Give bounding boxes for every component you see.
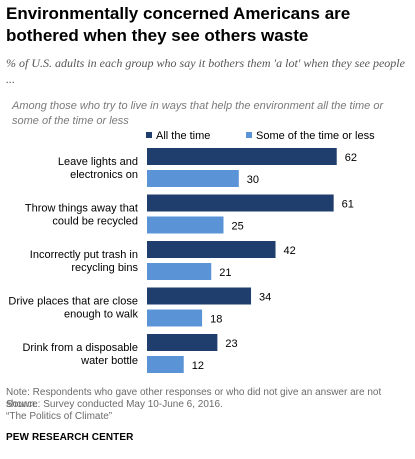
data-label: 21 [219,267,231,279]
data-label: 25 [232,221,244,233]
category-label: recycling bins [71,262,138,274]
bar-all-the-time [147,241,276,258]
category-label: Drink from a disposable [22,342,138,354]
bar-all-the-time [147,148,337,165]
footnote-note: Note: Respondents who gave other respons… [6,387,382,410]
data-label: 23 [225,338,237,350]
category-label: electronics on [70,169,138,181]
category-label: enough to walk [64,309,138,321]
data-label: 12 [192,360,204,372]
legend-item-some-of-the-time: Some of the time or less [246,130,375,144]
bar-all-the-time [147,194,334,212]
bar-some-of-the-time [147,216,224,234]
group-label: Among those who try to live in ways that… [12,100,384,127]
data-label: 18 [210,314,222,326]
bar-some-of-the-time [147,356,184,373]
legend-label-some-of-the-time: Some of the time or less [256,130,375,142]
bar-some-of-the-time [147,309,203,327]
category-label: Throw things away that [25,203,138,215]
bar-some-of-the-time [147,263,212,280]
legend-swatch-all-the-time [146,132,152,139]
chart-title: Environmentally concerned Americans are … [6,4,351,45]
legend-swatch-some-of-the-time [246,132,252,139]
category-label: Drive places that are close [8,296,138,308]
category-label: Incorrectly put trash in [30,249,138,261]
footnote-report: “The Politics of Climate” [6,411,113,422]
bar-all-the-time [147,287,252,305]
category-label: water bottle [80,355,138,367]
bar-all-the-time [147,334,218,351]
legend-label-all-the-time: All the time [156,130,211,142]
org-name: PEW RESEARCH CENTER [6,432,134,443]
chart-subtitle: % of U.S. adults in each group who say i… [6,56,405,86]
data-label: 42 [284,245,296,257]
category-label: could be recycled [52,216,138,228]
footnote-source: Source: Survey conducted May 10-June 6, … [6,399,223,410]
category-label: Leave lights and [58,156,138,168]
legend-item-all-the-time: All the time [146,130,210,144]
data-label: 61 [342,199,354,211]
bar-some-of-the-time [147,170,239,187]
data-label: 62 [345,152,357,164]
data-label: 30 [247,174,259,186]
data-label: 34 [259,292,271,304]
